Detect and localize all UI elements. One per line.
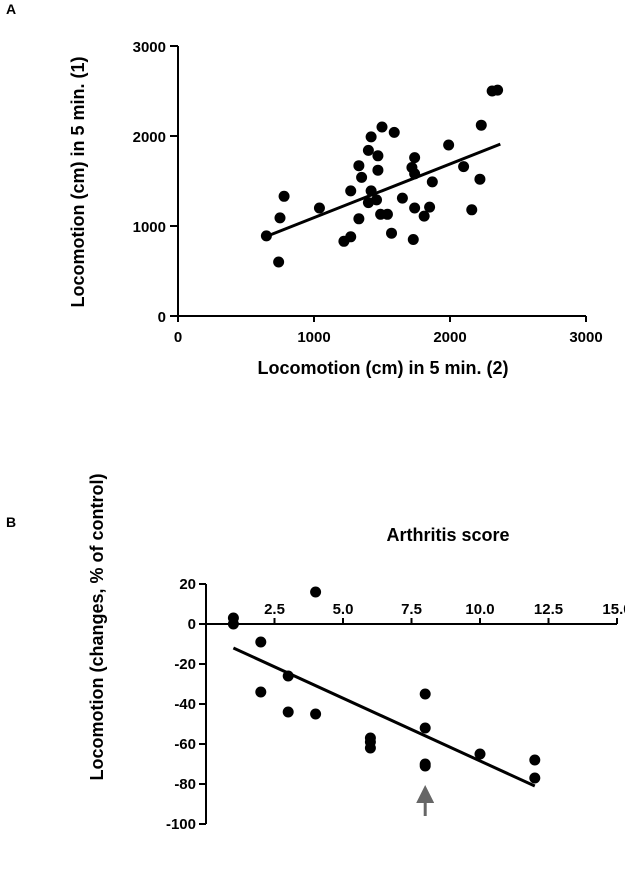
panel-b-x-tick-label: 2.5 [264,601,285,618]
panel-b-y-tick-label: -60 [174,736,196,753]
panel-b-data-point [255,686,267,698]
panel-a-data-point [492,84,504,96]
panel-a-data-point [388,126,400,138]
panel-b-data-point [310,586,322,598]
panel-b-x-tick-label: 12.5 [534,601,563,618]
panel-b-data-point [364,742,376,754]
panel-a-data-point [409,168,421,180]
panel-b-chart: B 2.5 5.0 7.5 10.0 12.5 15.0 20 0 -20 -40 -60 -80 -1… [6,474,625,834]
panel-a-data-point [372,150,384,162]
panel-b-x-tick-label: 10.0 [465,601,494,618]
panel-b-y-tick-label: -20 [174,656,196,673]
panel-b-y-tick-label: -40 [174,696,196,713]
panel-b-data-point [529,754,541,766]
panel-b-x-axis-title: Arthritis score [386,525,509,545]
panel-a-y-axis-title: Locomotion (cm) in 5 min. (1) [68,56,88,307]
panel-a-y-tick-label: 2000 [133,129,166,146]
panel-a-data-point [356,171,368,183]
panel-a-data-point [278,190,290,202]
panel-a-data-point [424,201,436,213]
panel-a-data-point [365,131,377,143]
panel-b-data-point [419,760,431,772]
panel-b-data-point [474,748,486,760]
panel-a-x-tick-label: 1000 [297,329,330,346]
panel-b-y-tick-label: 20 [179,576,196,593]
panel-b-y-axis-title: Locomotion (changes, % of control) [87,474,107,781]
panel-a-data-point [313,202,325,214]
panel-a-data-point [426,176,438,188]
panel-a-data-point [396,192,408,204]
panel-a-x-axis-title: Locomotion (cm) in 5 min. (2) [258,358,509,378]
panel-b-x-tick-label: 15.0 [602,601,625,618]
panel-b-ticks: 2.5 5.0 7.5 10.0 12.5 15.0 20 0 -20 -40 -60 -80 -100 [166,576,625,833]
panel-a-x-tick-label: 0 [174,329,182,346]
panel-a-data-point [345,185,357,197]
panel-a-data-point [353,213,365,225]
panel-a-data-point [443,139,455,151]
panel-a-data-point [466,204,478,216]
panel-a-points [260,84,504,268]
panel-a-y-tick-label: 1000 [133,219,166,236]
panel-b-data-point [419,722,431,734]
panel-a-data-point [362,144,374,156]
panel-b-regression-line [232,646,536,788]
panel-b-data-point [419,688,431,700]
panel-a-data-point [345,231,357,243]
panel-a-ticks: 0 1000 2000 3000 0 1000 2000 3000 [133,39,603,346]
panel-a-data-point [381,208,393,220]
panel-a-chart: A 0 1000 2000 3000 0 1000 2000 3000 Locomotion … [6,1,603,378]
panel-a-data-point [407,234,419,245]
panel-a-data-point [409,152,421,164]
panel-b-x-tick-label: 7.5 [401,601,422,618]
panel-a-data-point [474,173,486,185]
panel-a-data-point [365,185,377,197]
panel-b-data-point [255,636,267,648]
panel-a-label: A [6,1,16,17]
panel-a-data-point [353,160,365,172]
panel-b-data-point [529,772,541,784]
panel-a-data-point [376,121,388,133]
panel-b-data-point [282,670,294,682]
panel-b-y-tick-label: 0 [188,616,196,633]
panel-b-points [227,586,541,784]
panel-b-data-point [282,706,294,718]
panel-a-x-tick-label: 2000 [433,329,466,346]
panel-b-data-point [227,618,239,630]
panel-a-data-point [475,119,487,131]
panel-b-y-tick-label: -100 [166,816,196,833]
panel-a-data-point [409,202,421,214]
panel-b-label: B [6,514,16,530]
panel-b-x-tick-label: 5.0 [333,601,354,618]
panel-a-data-point [371,194,383,206]
panel-a-data-point [458,161,470,173]
panel-a-data-point [418,210,430,222]
panel-a-y-tick-label: 3000 [133,39,166,56]
panel-b-data-point [310,708,322,720]
panel-a-data-point [274,212,286,224]
panel-a-data-point [372,164,384,176]
panel-a-regression-line [267,142,501,238]
panel-a-data-point [260,230,272,242]
panel-a-x-tick-label: 3000 [569,329,602,346]
panel-a-y-tick-label: 0 [158,309,166,326]
panel-b-y-tick-label: -80 [174,776,196,793]
panel-a-data-point [386,227,398,239]
panel-a-data-point [273,256,285,268]
